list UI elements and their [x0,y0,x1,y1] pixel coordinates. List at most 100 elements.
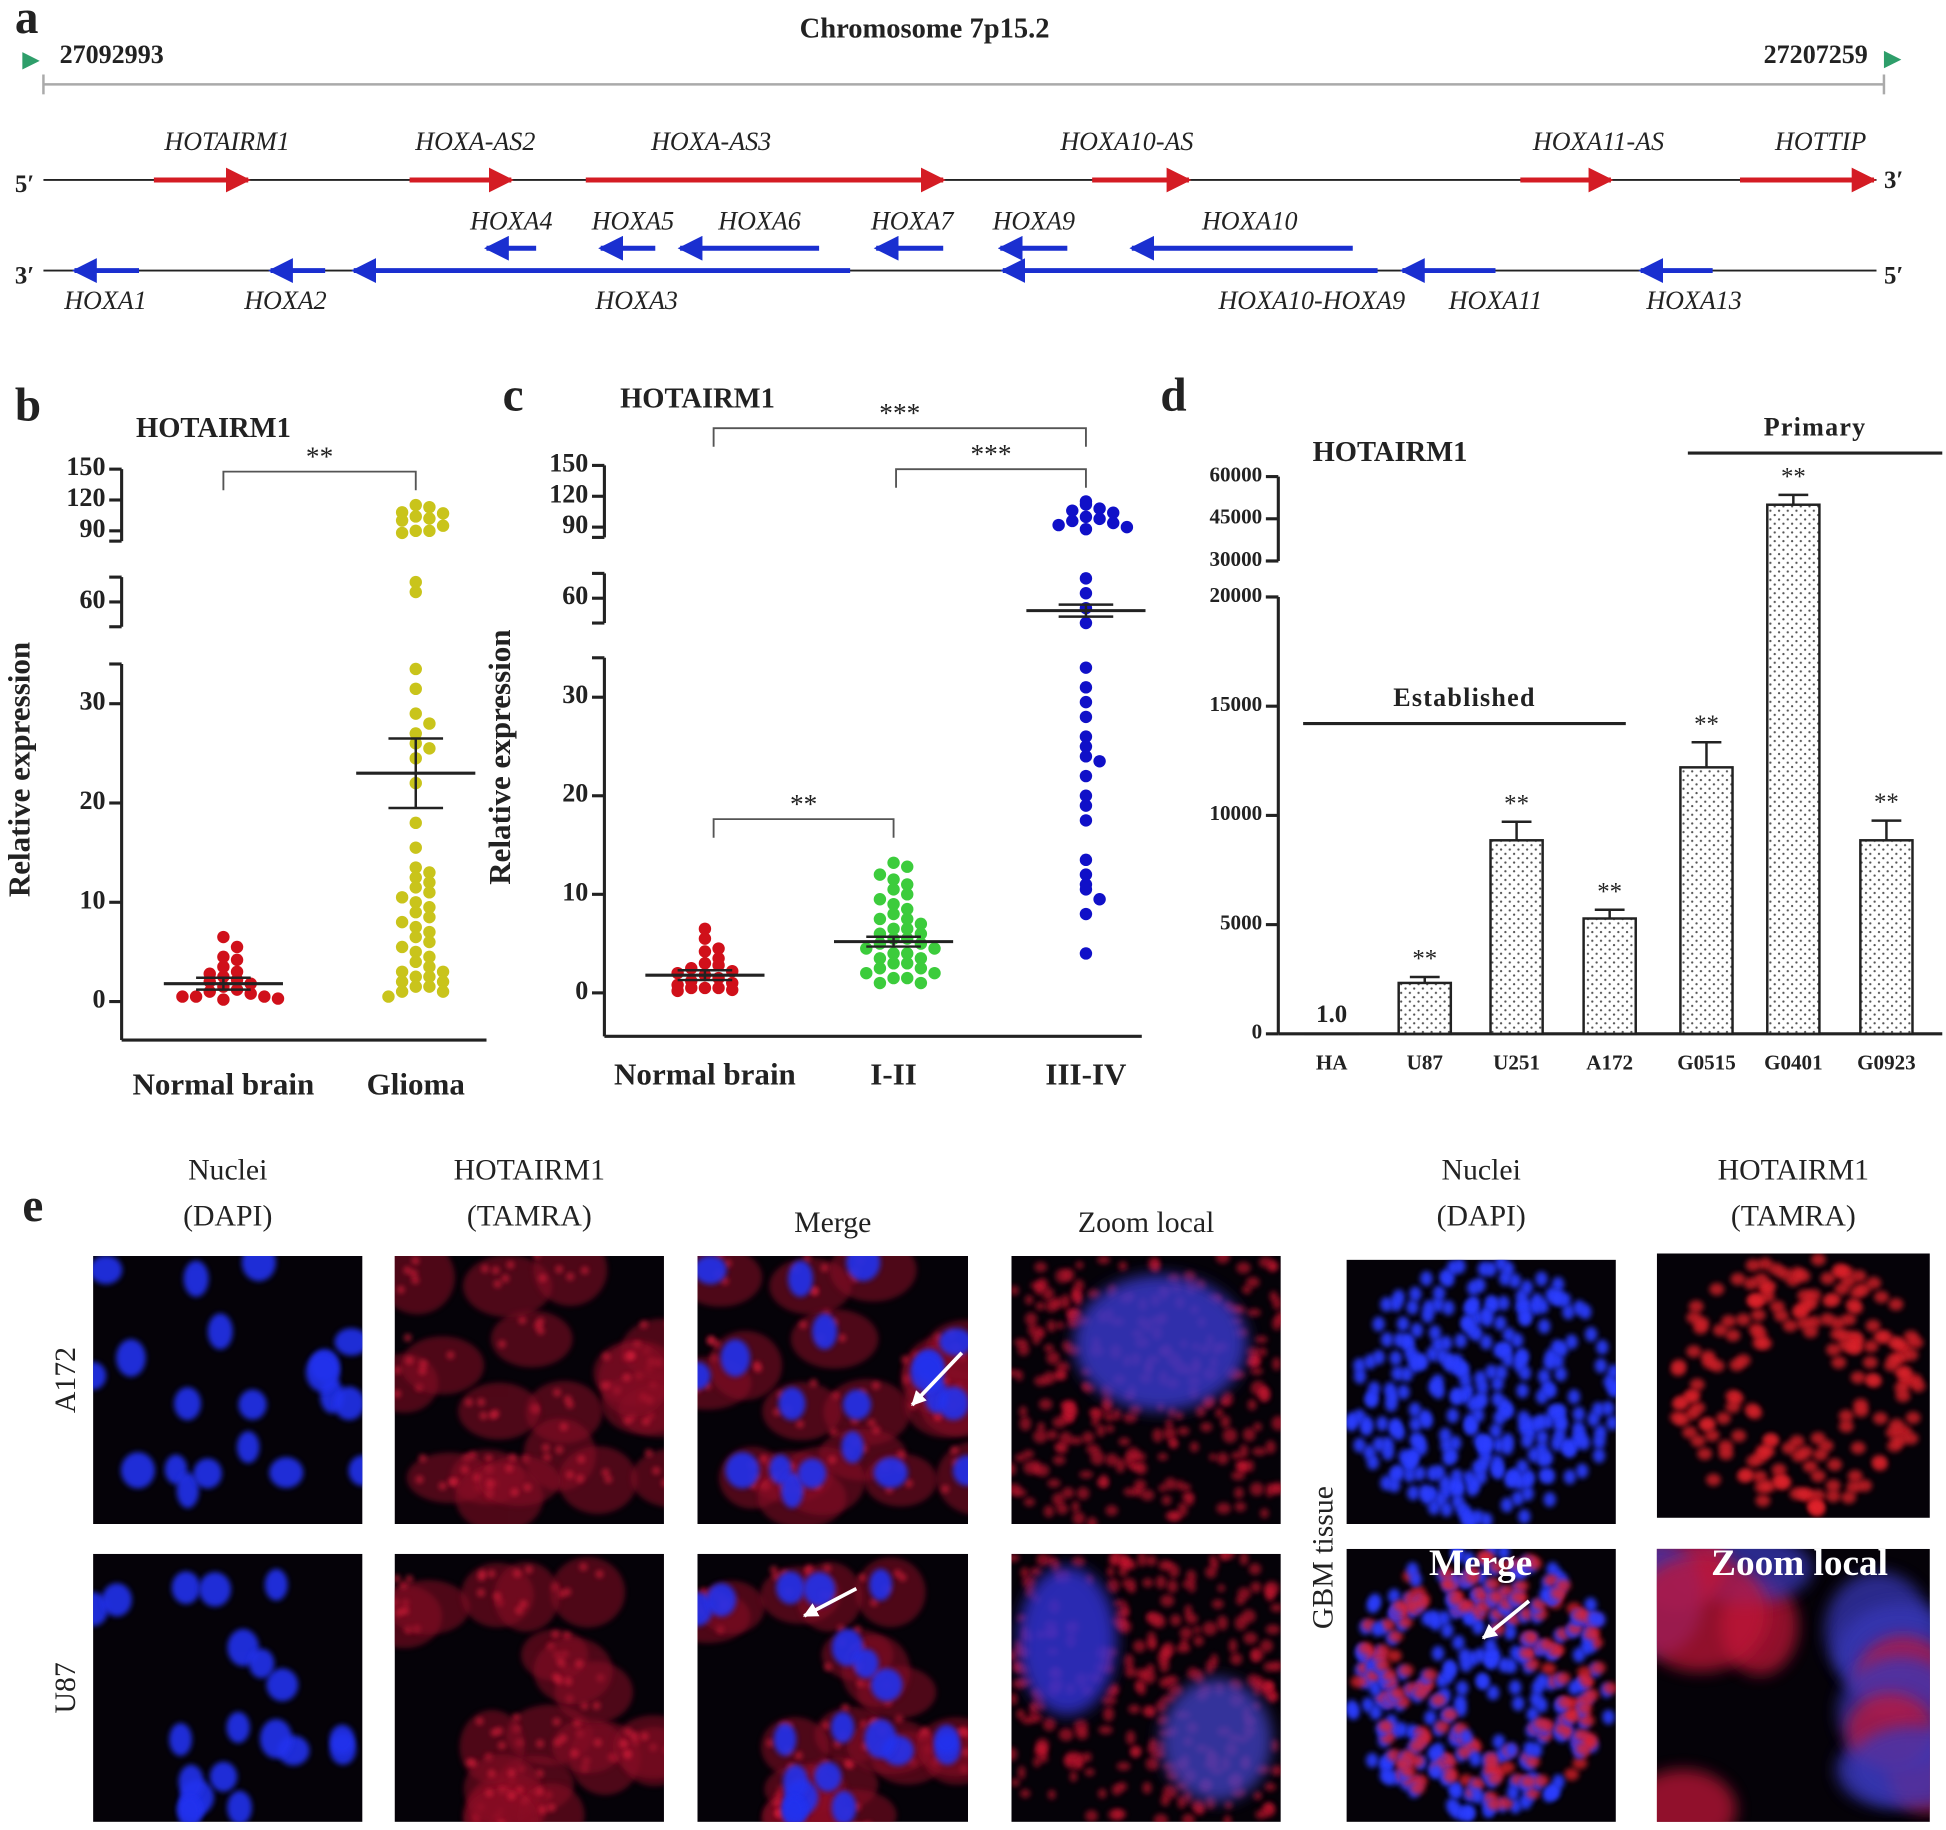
fluorescence [642,1417,650,1426]
fluorescence [207,1313,233,1350]
fluorescence [1475,1391,1489,1407]
fluorescence [1768,1262,1784,1276]
fluorescence [1118,1437,1131,1446]
fluorescence [939,1328,969,1356]
fluorescence [1889,1418,1905,1432]
fluorescence [1260,1639,1274,1653]
fluorescence [1519,1309,1532,1325]
fluorescence [828,1456,836,1464]
data-point [1079,510,1093,524]
fluorescence [1353,1437,1366,1453]
fluorescence [1694,1316,1710,1329]
y-tick-label: 120 [66,483,105,512]
fluorescence [683,1483,690,1490]
fluorescence [1153,1813,1169,1822]
data-point [395,915,409,929]
fluorescence [1142,1577,1154,1588]
fluorescence [1477,1456,1490,1472]
fluorescence [770,1566,778,1574]
gene-label: HOXA3 [594,286,677,315]
fluorescence [1205,1659,1215,1675]
fluorescence [846,1255,881,1282]
fluorescence [1177,1426,1190,1436]
fluorescence [397,1285,405,1294]
fluorescence [1245,1276,1260,1288]
data-point [423,980,436,993]
x-tick-label: U251 [1493,1051,1540,1075]
fluorescence [1903,1330,1919,1343]
data-point [698,981,712,995]
fluorescence [788,1260,814,1297]
fluorescence [1033,1429,1048,1444]
fluorescence [1529,1692,1543,1707]
fluorescence [759,1454,768,1463]
fluorescence [1759,1445,1775,1458]
fluorescence [264,1568,288,1601]
fluorescence [1513,1357,1526,1373]
fluorescence [405,1575,414,1583]
data-point [1079,789,1093,802]
data-point [217,960,230,974]
fluorescence [1220,1397,1230,1406]
fluorescence [1750,1308,1766,1322]
fluorescence [1056,1370,1065,1379]
fluorescence [640,1732,649,1741]
fluorescence [1535,1429,1549,1445]
data-point [914,952,928,965]
fluorescence [1771,1463,1787,1476]
fluorescence [1387,1588,1401,1604]
fluorescence [1487,1772,1503,1785]
fluorescence [1372,1316,1385,1332]
data-point [671,984,684,998]
fluorescence [1574,1728,1590,1742]
fluorescence [1085,1809,1098,1822]
fluorescence [1102,1400,1113,1414]
fluorescence [1255,1809,1267,1820]
fluorescence [1535,1673,1549,1689]
fluorescence [1606,1415,1616,1431]
fluorescence [1081,1381,1090,1390]
data-point [887,907,900,921]
fluorescence [1036,1742,1047,1756]
fluorescence [1258,1387,1270,1402]
fluorescence [1716,1411,1731,1425]
fluorescence [1484,1638,1497,1654]
fluorescence [1011,1285,1020,1296]
fluorescence [1189,1441,1199,1453]
fluorescence [624,1728,633,1736]
fluorescence [475,1717,484,1725]
fluorescence [695,1247,702,1254]
data-point [726,983,739,997]
fluorescence [1269,1485,1281,1495]
fluorescence [1506,1785,1520,1801]
fluorescence [1239,1444,1249,1459]
fluorescence [1158,1559,1171,1571]
data-point [1093,893,1106,906]
significance-label: ** [790,789,817,819]
fluorescence [1406,1299,1419,1315]
fluorescence [1803,1325,1819,1338]
fluorescence [1781,1441,1797,1455]
fluorescence [1513,1474,1526,1490]
fluorescence [1442,1755,1458,1768]
data-point [860,966,873,980]
fluorescence [1393,1599,1409,1613]
fluorescence [1185,1613,1198,1625]
significance-label: ** [1874,789,1899,816]
fluorescence [1155,1575,1167,1589]
column-header: Nuclei [1442,1154,1521,1187]
fluorescence [1441,1623,1454,1638]
fluorescence [1234,1501,1247,1512]
y-tick-label: 10000 [1209,801,1262,825]
fluorescence [1518,1509,1531,1524]
fluorescence [1038,1753,1049,1763]
fluorescence [1372,1349,1386,1365]
fluorescence [952,1455,969,1486]
y-tick-label: 0 [1252,1020,1263,1044]
data-point [887,947,900,960]
column-header: Merge [794,1206,871,1239]
fluorescence [1810,1489,1826,1502]
fluorescence [1064,1406,1077,1416]
fluorescence [519,1600,528,1608]
fluorescence [1163,1426,1177,1441]
